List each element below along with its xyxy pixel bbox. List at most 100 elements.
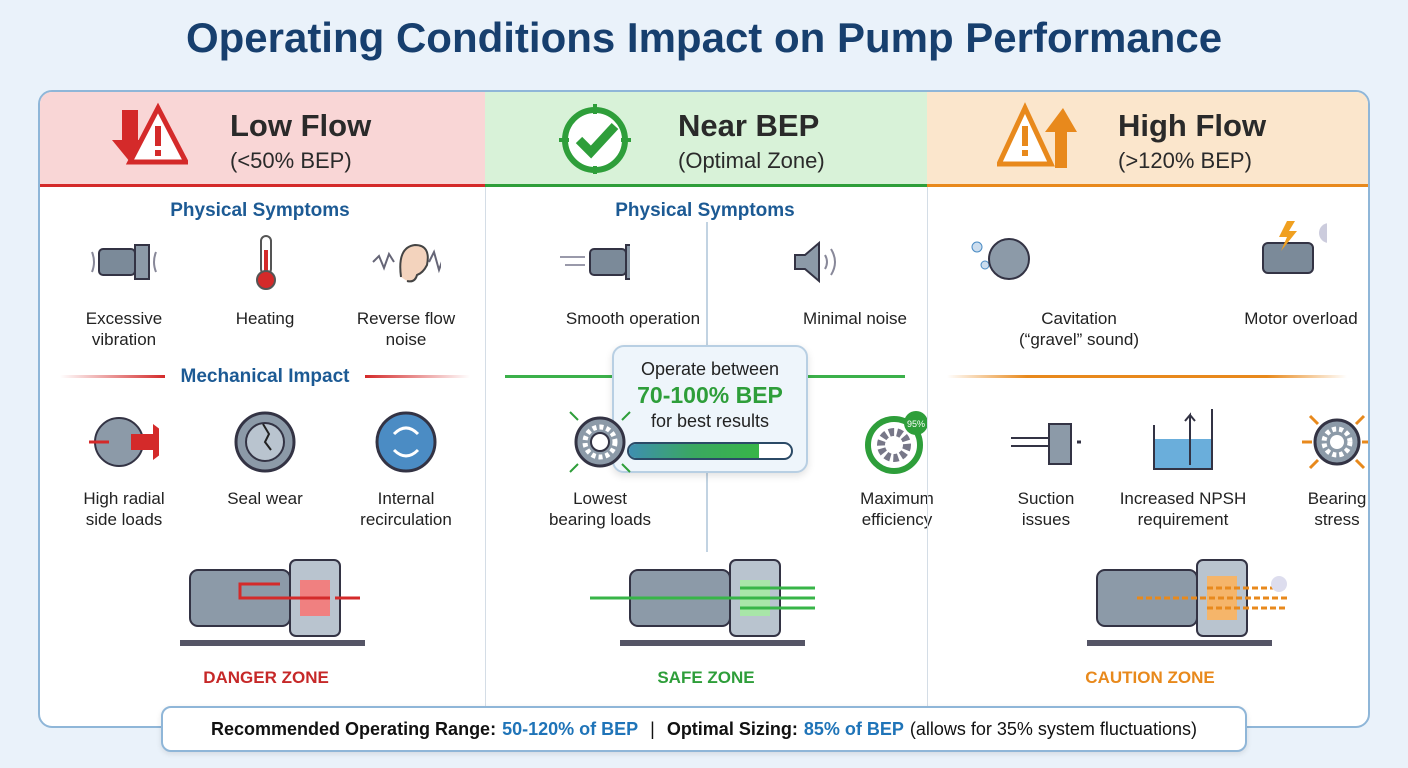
impact-internal-recirculation: Internal recirculation [331, 488, 481, 530]
callout-line3: for best results [650, 411, 770, 431]
column-divider [927, 92, 928, 726]
label-line: Motor overload [1244, 309, 1358, 328]
symptom-minimal-noise: Minimal noise [780, 308, 930, 329]
warning-up-arrow-icon [997, 102, 1077, 168]
callout-highlight: 70-100% BEP [637, 382, 783, 408]
separator: | [650, 718, 655, 739]
label-line: requirement [1137, 510, 1229, 529]
label-line: Seal wear [227, 489, 303, 508]
speaker-icon [782, 232, 852, 292]
symptom-cavitation: Cavitation (“gravel” sound) [1004, 308, 1154, 350]
danger-zone-label: DANGER ZONE [203, 668, 329, 687]
low-flow-title: Low Flow [230, 108, 372, 143]
page-title: Operating Conditions Impact on Pump Perf… [185, 14, 1223, 61]
symptom-smooth-operation: Smooth operation [558, 308, 708, 329]
efficiency-bar [627, 442, 793, 460]
label-line: efficiency [861, 510, 933, 529]
divider [60, 375, 165, 378]
near-bep-title: Near BEP [678, 108, 820, 143]
label-line: Cavitation [1041, 309, 1117, 328]
label-line: Internal [377, 489, 435, 508]
warning-down-arrow-icon [112, 102, 188, 165]
impact-high-radial-side-loads: High radial side loads [49, 488, 199, 530]
optimal-range-callout: Operate between 70-100% BEP for best res… [612, 345, 808, 473]
callout-line1: Operate between [640, 359, 780, 379]
divider [365, 375, 470, 378]
bearing-icon [565, 411, 635, 473]
symptoms-heading: Physical Symptoms [615, 200, 795, 221]
sizing-note: (allows for 35% system fluctuations) [909, 718, 1197, 739]
low-flow-subtitle: (<50% BEP) [230, 148, 352, 173]
label-line: (“gravel” sound) [1019, 330, 1139, 349]
symptom-excessive-vibration: Excessive vibration [49, 308, 199, 350]
label-line: Lowest [573, 489, 627, 508]
impact-seal-wear: Seal wear [190, 488, 340, 509]
comparison-panel: Low Flow (<50% BEP) Physical Symptoms Ex… [38, 90, 1370, 728]
label-line: Suction [1017, 489, 1075, 508]
sizing-value: 85% of BEP [803, 718, 904, 739]
cracked-seal-icon [230, 411, 300, 473]
cavitation-icon: + [967, 227, 1037, 287]
low-flow-column: Low Flow (<50% BEP) Physical Symptoms Ex… [40, 92, 485, 726]
label-line: Bearing [1307, 489, 1367, 508]
divider [947, 375, 1347, 378]
symptom-motor-overload: Motor overload [1226, 308, 1368, 329]
near-bep-header: Near BEP (Optimal Zone) [485, 92, 927, 187]
recirculation-icon [371, 411, 441, 473]
low-flow-header: Low Flow (<50% BEP) [40, 92, 485, 187]
range-value: 50-120% of BEP [502, 718, 639, 739]
npsh-tank-icon [1148, 409, 1218, 470]
high-flow-header: High Flow (>120% BEP) [927, 92, 1368, 187]
pump-smooth-flow-illustration [590, 559, 815, 646]
column-divider [485, 92, 486, 726]
footer-summary: Recommended Operating Range: 50-120% of … [161, 706, 1247, 752]
label-line: issues [1021, 510, 1071, 529]
range-label: Recommended Operating Range: [211, 718, 497, 739]
efficiency-bar-fill [629, 444, 759, 458]
label-line: side loads [85, 510, 163, 529]
symptom-heating: Heating [190, 308, 340, 329]
impact-suction-issues: Suction issues [971, 488, 1121, 530]
target-checkmark-icon [559, 104, 631, 174]
high-flow-title: High Flow [1118, 108, 1267, 143]
label-line: recirculation [360, 510, 452, 529]
vibrating-motor-icon [89, 232, 159, 292]
near-bep-subtitle: (Optimal Zone) [678, 148, 825, 173]
radial-load-icon [89, 412, 159, 472]
high-flow-column: High Flow (>120% BEP) + Cavitation (“grav… [927, 92, 1368, 726]
label-line: Reverse flow [356, 309, 456, 328]
label-line: Smooth operation [565, 309, 701, 328]
impact-increased-npsh-requirement: Increased NPSH requirement [1108, 488, 1258, 530]
label-line: vibration [91, 330, 157, 349]
pump-cavitation-illustration [1087, 559, 1287, 646]
label-line: noise [385, 330, 427, 349]
label-line: High radial [83, 489, 165, 508]
efficiency-badge: 95% [907, 419, 925, 429]
impact-lowest-bearing-loads: Lowest bearing loads [525, 488, 675, 530]
symptom-reverse-flow-noise: Reverse flow noise [331, 308, 481, 350]
label-line: Heating [235, 309, 295, 328]
label-line: stress [1314, 510, 1360, 529]
label-line: Maximum [860, 489, 934, 508]
impact-maximum-efficiency: Maximum efficiency [822, 488, 972, 530]
sizing-label: Optimal Sizing: [666, 718, 798, 739]
near-bep-column: Near BEP (Optimal Zone) Physical Symptom… [485, 92, 934, 726]
label-line: Increased NPSH [1119, 489, 1247, 508]
ear-icon [371, 232, 441, 292]
label-line: Excessive [85, 309, 163, 328]
impact-bearing-stress: Bearing stress [1262, 488, 1368, 530]
mechanical-impact-heading: Mechanical Impact [180, 366, 350, 387]
smooth-motor-icon [560, 232, 630, 292]
bearing-stress-icon [1302, 412, 1368, 472]
symptoms-heading: Physical Symptoms [170, 200, 350, 221]
high-flow-subtitle: (>120% BEP) [1118, 148, 1252, 173]
motor-overload-icon [1257, 221, 1327, 282]
safe-zone-label: SAFE ZONE [657, 668, 755, 687]
label-line: Minimal noise [803, 309, 907, 328]
thermometer-icon [230, 232, 300, 292]
label-line: bearing loads [548, 510, 652, 529]
suction-icon [1011, 412, 1081, 472]
caution-zone-label: CAUTION ZONE [1085, 668, 1215, 687]
pump-recirculation-illustration [180, 559, 365, 646]
gear-efficiency-icon: 95% [862, 411, 932, 474]
